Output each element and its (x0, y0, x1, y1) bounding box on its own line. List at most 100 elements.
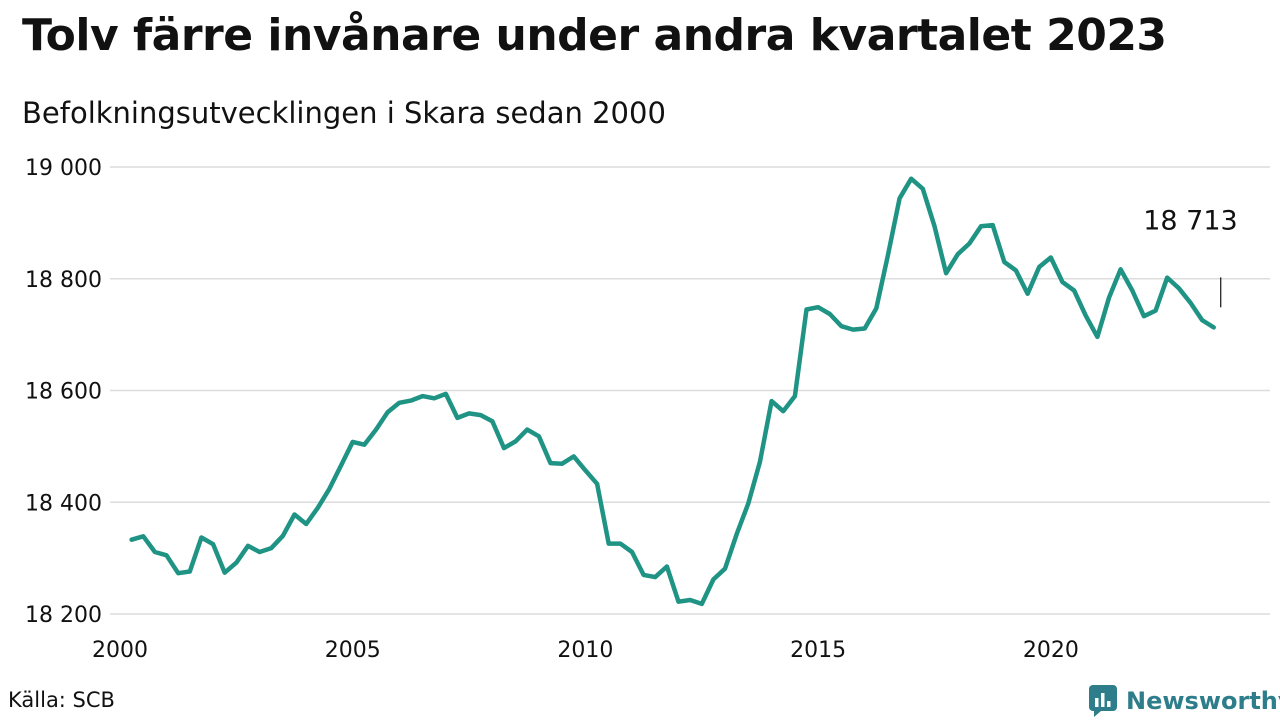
data-point (874, 306, 878, 310)
data-point (898, 196, 902, 200)
data-point (165, 553, 169, 557)
data-point (630, 550, 634, 554)
data-point (444, 392, 448, 396)
data-point (549, 461, 553, 465)
data-point (327, 487, 331, 491)
data-point (188, 570, 192, 574)
data-point (502, 446, 506, 450)
data-point (234, 561, 238, 565)
data-point (1119, 267, 1123, 271)
data-point (421, 394, 425, 398)
data-point (293, 513, 297, 517)
data-point (956, 252, 960, 256)
data-point (1002, 260, 1006, 264)
annotation-label: 18 713 (1143, 205, 1237, 236)
chart-title: Tolv färre invånare under andra kvartale… (22, 10, 1167, 61)
data-point (781, 409, 785, 413)
data-point (1154, 309, 1158, 313)
data-point (770, 399, 774, 403)
data-point (409, 399, 413, 403)
data-point (1060, 280, 1064, 284)
data-point (804, 307, 808, 311)
data-point (886, 253, 890, 257)
data-point (967, 242, 971, 246)
data-point (688, 598, 692, 602)
data-point (816, 305, 820, 309)
gridlines (110, 166, 1270, 615)
data-point (944, 271, 948, 275)
data-point (1142, 314, 1146, 318)
y-tick-label: 18 600 (25, 380, 102, 405)
data-point (1014, 268, 1018, 272)
data-point (921, 187, 925, 191)
data-point (991, 223, 995, 227)
data-point (723, 567, 727, 571)
data-point (374, 428, 378, 432)
x-tick-label: 2010 (557, 638, 613, 663)
data-point (199, 535, 203, 539)
data-point (130, 538, 134, 542)
data-point (851, 328, 855, 332)
data-point (223, 571, 227, 575)
data-point (490, 419, 494, 423)
data-point (653, 575, 657, 579)
data-point (455, 416, 459, 420)
data-point (560, 462, 564, 466)
data-point (525, 428, 529, 432)
data-point (211, 542, 215, 546)
data-point (735, 532, 739, 536)
data-point (479, 413, 483, 417)
data-point (141, 534, 145, 538)
data-point (909, 177, 913, 181)
data-point (269, 546, 273, 550)
data-point (1107, 296, 1111, 300)
newsworthy-logo: Newsworthy (1088, 684, 1280, 718)
data-point (281, 534, 285, 538)
y-tick-label: 18 400 (25, 491, 102, 516)
data-point (1049, 256, 1053, 260)
data-point (1130, 288, 1134, 292)
data-point (1212, 325, 1216, 329)
data-point (339, 463, 343, 467)
x-tick-label: 2020 (1023, 638, 1079, 663)
series-line-population (129, 176, 1216, 607)
y-axis-tick-labels: 18 200 18 400 18 600 18 800 19 000 (25, 156, 102, 628)
data-point (863, 326, 867, 330)
data-point (1200, 318, 1204, 322)
data-point (316, 506, 320, 510)
newsworthy-logo-text: Newsworthy (1126, 687, 1280, 715)
data-point (642, 573, 646, 577)
data-point (258, 550, 262, 554)
chart-subtitle: Befolkningsutvecklingen i Skara sedan 20… (22, 96, 666, 130)
x-tick-label: 2005 (325, 638, 381, 663)
data-point (839, 324, 843, 328)
data-point (711, 577, 715, 581)
data-point (514, 439, 518, 443)
y-tick-label: 18 200 (25, 603, 102, 628)
data-point (700, 602, 704, 606)
data-point (1037, 265, 1041, 269)
data-point (432, 396, 436, 400)
y-tick-label: 19 000 (25, 156, 102, 181)
data-point (397, 401, 401, 405)
data-point (572, 454, 576, 458)
source-note: Källa: SCB (8, 688, 115, 712)
data-point (583, 468, 587, 472)
data-point (304, 522, 308, 526)
data-point (153, 550, 157, 554)
data-point (386, 410, 390, 414)
newsworthy-logo-icon (1089, 685, 1117, 717)
data-point (932, 224, 936, 228)
x-tick-label: 2000 (92, 638, 148, 663)
data-point (677, 600, 680, 604)
data-point (537, 434, 541, 438)
data-point (758, 460, 762, 464)
data-point (246, 544, 250, 548)
data-point (467, 411, 471, 415)
data-point (1177, 286, 1181, 290)
data-point (618, 542, 622, 546)
data-point (1026, 292, 1030, 296)
y-tick-label: 18 800 (25, 268, 102, 293)
data-point (607, 542, 611, 546)
